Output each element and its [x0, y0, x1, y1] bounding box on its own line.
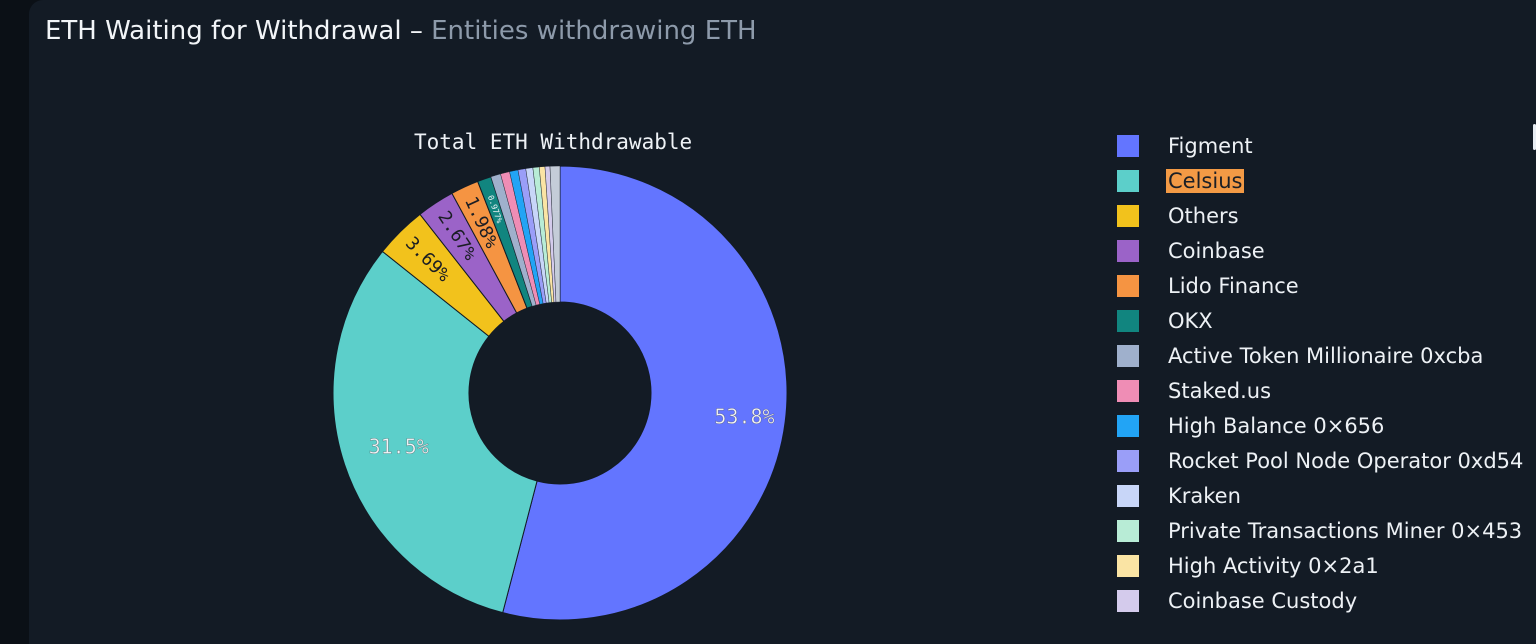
legend-label: Rocket Pool Node Operator 0xd54: [1168, 448, 1524, 473]
legend-item-others[interactable]: Others: [1117, 198, 1525, 233]
legend-label: OKX: [1168, 308, 1213, 333]
legend-swatch: [1117, 589, 1139, 612]
legend-item-celsius[interactable]: Celsius: [1117, 163, 1525, 198]
legend-swatch: [1117, 414, 1139, 437]
legend-label: Kraken: [1168, 483, 1241, 508]
slice-celsius[interactable]: [332, 250, 538, 614]
legend-item-coinbase-custody[interactable]: Coinbase Custody: [1117, 583, 1525, 618]
legend-label: Active Token Millionaire 0xcba: [1168, 343, 1484, 368]
legend-label: Celsius: [1166, 168, 1245, 193]
slice-other-entities[interactable]: [549, 165, 561, 303]
panel-subtitle: Entities withdrawing ETH: [431, 16, 757, 46]
legend-swatch: [1117, 239, 1139, 262]
legend-swatch: [1117, 484, 1139, 507]
slice-figment[interactable]: [502, 165, 788, 621]
legend-label: Private Transactions Miner 0×453: [1168, 518, 1523, 543]
legend-item-okx[interactable]: OKX: [1117, 303, 1525, 338]
legend-item-rocket-pool-node-operator-0xd54[interactable]: Rocket Pool Node Operator 0xd54: [1117, 443, 1525, 478]
legend-swatch: [1117, 274, 1139, 297]
legend-item-private-transactions-miner-0-453[interactable]: Private Transactions Miner 0×453: [1117, 513, 1525, 548]
legend-swatch: [1117, 519, 1139, 542]
legend-item-staked-us[interactable]: Staked.us: [1117, 373, 1525, 408]
legend-label: Lido Finance: [1168, 273, 1299, 298]
legend-item-coinbase[interactable]: Coinbase: [1117, 233, 1525, 268]
legend-label: High Balance 0×656: [1168, 413, 1385, 438]
legend-label: Others: [1168, 203, 1239, 228]
chart-title: Total ETH Withdrawable: [414, 130, 693, 154]
slice-label-figment: 53.8%: [714, 405, 774, 429]
legend-swatch: [1117, 554, 1139, 577]
legend-item-kraken[interactable]: Kraken: [1117, 478, 1525, 513]
legend-label: Coinbase Custody: [1168, 588, 1358, 613]
legend-item-lido-finance[interactable]: Lido Finance: [1117, 268, 1525, 303]
legend-swatch: [1117, 134, 1139, 157]
panel-header: ETH Waiting for Withdrawal – Entities wi…: [45, 16, 757, 46]
title-separator: –: [409, 16, 423, 46]
legend-swatch: [1117, 204, 1139, 227]
legend-item-active-token-millionaire-0xcba[interactable]: Active Token Millionaire 0xcba: [1117, 338, 1525, 373]
legend-item-figment[interactable]: Figment: [1117, 128, 1525, 163]
slice-label-celsius: 31.5%: [369, 435, 429, 459]
chart-panel: ETH Waiting for Withdrawal – Entities wi…: [29, 0, 1536, 644]
legend-swatch: [1117, 169, 1139, 192]
legend-label: Staked.us: [1168, 378, 1272, 403]
panel-title: ETH Waiting for Withdrawal: [45, 16, 402, 46]
legend-swatch: [1117, 449, 1139, 472]
legend-label: High Activity 0×2a1: [1168, 553, 1379, 578]
legend-swatch: [1117, 309, 1139, 332]
legend-item-high-balance-0-656[interactable]: High Balance 0×656: [1117, 408, 1525, 443]
legend-label: Figment: [1168, 133, 1253, 158]
legend-item-high-activity-0-2a1[interactable]: High Activity 0×2a1: [1117, 548, 1525, 583]
legend-label: Coinbase: [1168, 238, 1265, 263]
legend-swatch: [1117, 344, 1139, 367]
chart-legend: Figment Celsius Others Coinbase Lido Finance…: [1117, 128, 1525, 618]
scroll-indicator: [1533, 124, 1536, 150]
legend-swatch: [1117, 379, 1139, 402]
